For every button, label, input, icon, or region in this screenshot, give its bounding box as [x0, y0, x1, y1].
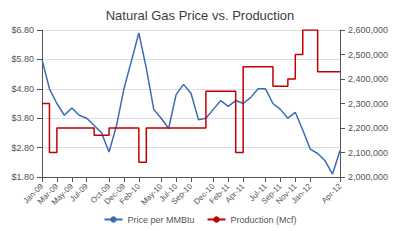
svg-text:2,000,000: 2,000,000	[348, 172, 388, 182]
svg-text:Jul-09: Jul-09	[68, 181, 90, 203]
svg-text:Jan-09: Jan-09	[21, 181, 46, 206]
svg-text:Jul-11: Jul-11	[247, 181, 269, 204]
svg-text:Apr-12: Apr-12	[320, 181, 344, 205]
svg-text:Dec-10: Dec-10	[192, 181, 217, 207]
svg-text:Price per MMBtu: Price per MMBtu	[127, 215, 194, 225]
svg-text:Mar-09: Mar-09	[35, 181, 61, 207]
svg-text:Production (Mcf): Production (Mcf)	[230, 215, 296, 225]
svg-text:Jan-12: Jan-12	[290, 181, 314, 205]
svg-text:$1.80: $1.80	[11, 172, 34, 182]
svg-text:$5.80: $5.80	[11, 54, 34, 64]
svg-text:2,200,000: 2,200,000	[348, 123, 388, 133]
svg-text:2,400,000: 2,400,000	[348, 74, 388, 84]
svg-text:May-09: May-09	[49, 181, 75, 207]
svg-text:$2.80: $2.80	[11, 143, 34, 153]
svg-text:Feb-10: Feb-10	[118, 181, 143, 206]
svg-text:2,300,000: 2,300,000	[348, 99, 388, 109]
svg-text:Natural Gas Price vs. Producti: Natural Gas Price vs. Production	[106, 8, 295, 23]
svg-text:$6.80: $6.80	[11, 25, 34, 35]
svg-text:Feb-11: Feb-11	[207, 181, 232, 206]
svg-text:Nov-11: Nov-11	[274, 181, 299, 206]
svg-text:Oct-09: Oct-09	[88, 181, 113, 206]
svg-text:2,500,000: 2,500,000	[348, 50, 388, 60]
svg-text:Dec-09: Dec-09	[102, 181, 128, 207]
svg-text:Apr-11: Apr-11	[223, 181, 246, 204]
svg-text:Jul-10: Jul-10	[157, 181, 180, 204]
svg-text:2,100,000: 2,100,000	[348, 148, 388, 158]
svg-text:$4.80: $4.80	[11, 84, 34, 94]
svg-text:May-10: May-10	[139, 181, 165, 207]
svg-text:Sep-11: Sep-11	[259, 181, 284, 206]
svg-text:Sep-10: Sep-10	[170, 181, 195, 206]
svg-text:$3.80: $3.80	[11, 113, 34, 123]
svg-text:2,600,000: 2,600,000	[348, 25, 388, 35]
